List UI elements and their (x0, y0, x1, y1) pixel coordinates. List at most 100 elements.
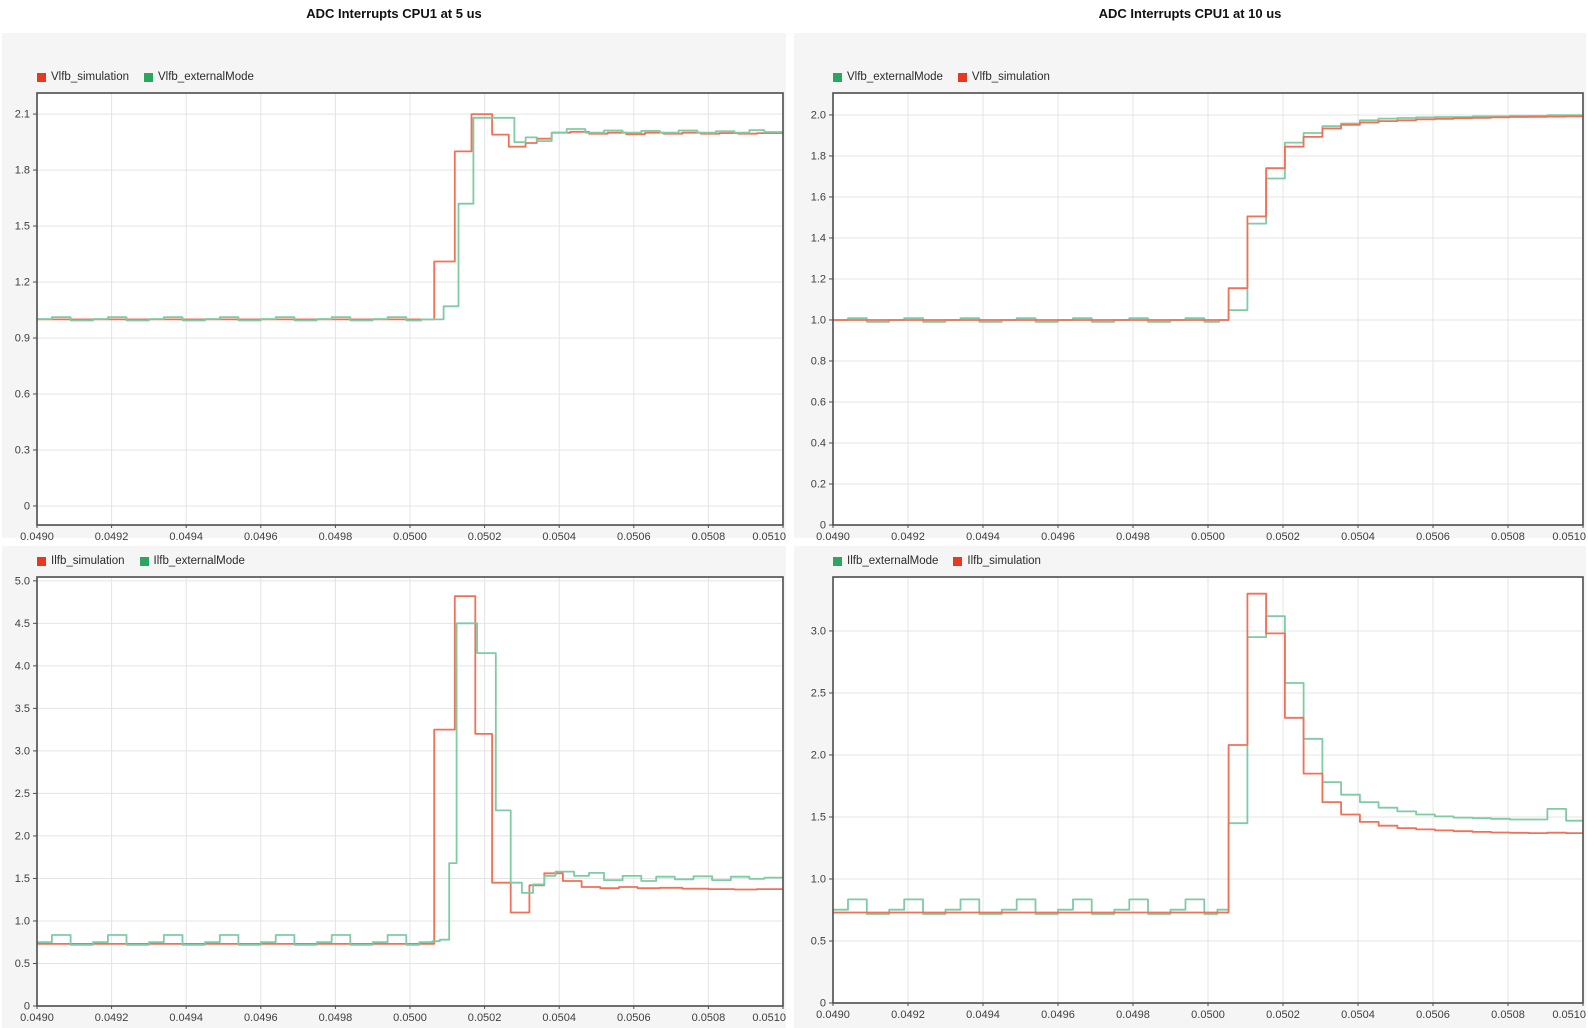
legend-entry: Vlfb_externalMode (143, 71, 254, 83)
y-tick-label: 5.0 (15, 575, 30, 587)
x-tick-label: 0.0502 (468, 531, 502, 543)
plot-vlfb-10us[interactable]: 0.0490 0.0492 0.0494 0.0496 0.0498 0.0500 0.05… (811, 92, 1586, 543)
y-tick-label: 0 (820, 998, 826, 1010)
x-tick-label: 0.0504 (1341, 531, 1375, 543)
y-tick-label: 2.0 (811, 749, 826, 761)
x-tick-label: 0.0490 (20, 1012, 54, 1024)
y-tick-label: 0 (24, 1001, 30, 1013)
x-tick-label: 0.0500 (393, 531, 427, 543)
x-tick-label: 0.0506 (1416, 531, 1450, 543)
y-tick-label: 0.6 (15, 389, 30, 401)
series-label: Ilfb_simulation (967, 555, 1041, 567)
y-tick-label: 1.4 (811, 232, 826, 244)
plot-ilfb-10us[interactable]: 0.0490 0.0492 0.0494 0.0496 0.0498 0.0500 0.05… (811, 576, 1586, 1021)
axes-border (36, 92, 784, 526)
y-tick-label: 4.5 (15, 618, 30, 630)
y-tick-label: 1.6 (811, 191, 826, 203)
x-tick-label: 0.0504 (542, 531, 576, 543)
x-tick-label: 0.0500 (1191, 1009, 1225, 1021)
series-trace-Vlfb_simulation (833, 115, 1583, 321)
y-tick-label: 2.0 (811, 109, 826, 121)
x-tick-label: 0.0502 (1266, 1009, 1300, 1021)
y-tick-label: 4.0 (15, 660, 30, 672)
x-tick-label: 0.0502 (468, 1012, 502, 1024)
x-tick-label: 0.0504 (542, 1012, 576, 1024)
y-tick-label: 0 (24, 500, 30, 512)
x-tick-label: 0.0510 (1552, 1009, 1586, 1021)
series-label: Vlfb_externalMode (847, 71, 943, 83)
y-tick-label: 0.2 (811, 478, 826, 490)
axes-border (832, 576, 1584, 1004)
series-color-swatch (957, 72, 967, 82)
x-tick-label: 0.0490 (816, 531, 850, 543)
series-label: Ilfb_simulation (51, 555, 125, 567)
series-trace-Ilfb_externalMode (833, 615, 1583, 915)
series-color-swatch (833, 72, 842, 82)
y-tick-label: 0.5 (15, 958, 30, 970)
legend-vlfb-5us: Vlfb_simulation Vlfb_externalMode (37, 71, 254, 83)
x-tick-label: 0.0492 (891, 1009, 925, 1021)
x-tick-label: 0.0502 (1266, 531, 1300, 543)
x-tick-label: 0.0508 (1491, 1009, 1525, 1021)
y-tick-label: 1.5 (15, 221, 30, 233)
y-tick-label: 2.5 (811, 687, 826, 699)
x-tick-label: 0.0494 (966, 1009, 1000, 1021)
series-label: Vlfb_simulation (971, 71, 1050, 83)
chart-title-left: ADC Interrupts CPU1 at 5 us (306, 6, 482, 21)
series-trace-Ilfb_simulation (833, 592, 1583, 914)
x-tick-label: 0.0494 (169, 531, 203, 543)
axes-border (832, 92, 1584, 526)
x-tick-label: 0.0498 (319, 1012, 353, 1024)
series-color-swatch (143, 72, 153, 82)
legend-entry: Vlfb_simulation (957, 71, 1050, 83)
plot-vlfb-5us[interactable]: 0.0490 0.0492 0.0494 0.0496 0.0498 0.0500 0.05… (15, 92, 786, 543)
x-tick-label: 0.0506 (617, 531, 651, 543)
x-tick-label: 0.0492 (891, 531, 925, 543)
x-tick-label: 0.0490 (20, 531, 54, 543)
x-tick-label: 0.0498 (1116, 1009, 1150, 1021)
x-tick-label: 0.0510 (1552, 531, 1586, 543)
series-label: Ilfb_externalMode (153, 555, 245, 567)
x-tick-label: 0.0498 (1116, 531, 1150, 543)
x-tick-label: 0.0506 (617, 1012, 651, 1024)
legend-vlfb-10us: Vlfb_externalMode Vlfb_simulation (833, 71, 1050, 83)
x-tick-label: 0.0506 (1416, 1009, 1450, 1021)
x-tick-label: 0.0492 (95, 1012, 129, 1024)
x-tick-label: 0.0510 (752, 531, 786, 543)
y-tick-label: 1.5 (15, 873, 30, 885)
x-tick-label: 0.0498 (319, 531, 353, 543)
y-tick-label: 1.0 (811, 314, 826, 326)
y-tick-label: 1.2 (15, 277, 30, 289)
series-label: Vlfb_simulation (51, 71, 129, 83)
series-color-swatch (37, 72, 46, 82)
chart-title-right: ADC Interrupts CPU1 at 10 us (1098, 6, 1282, 21)
y-tick-label: 0.5 (811, 935, 826, 947)
y-tick-label: 0.9 (15, 333, 30, 345)
axes-border (36, 576, 784, 1007)
x-tick-label: 0.0508 (1491, 531, 1525, 543)
legend-ilfb-5us: Ilfb_simulation Ilfb_externalMode (37, 555, 245, 567)
y-tick-label: 0.8 (811, 355, 826, 367)
x-tick-label: 0.0508 (692, 531, 726, 543)
x-tick-label: 0.0500 (393, 1012, 427, 1024)
legend-entry: Ilfb_externalMode (833, 555, 938, 567)
y-tick-label: 0 (820, 520, 826, 532)
y-tick-label: 1.8 (15, 165, 30, 177)
series-color-swatch (139, 556, 149, 566)
x-tick-label: 0.0510 (752, 1012, 786, 1024)
x-tick-label: 0.0496 (1041, 1009, 1075, 1021)
y-tick-label: 0.6 (811, 396, 826, 408)
plot-ilfb-5us[interactable]: 0.0490 0.0492 0.0494 0.0496 0.0498 0.0500 0.05… (15, 575, 786, 1024)
x-tick-label: 0.0496 (244, 1012, 278, 1024)
x-tick-label: 0.0492 (95, 531, 129, 543)
y-tick-label: 3.0 (15, 745, 30, 757)
y-tick-label: 0.3 (15, 444, 30, 456)
x-tick-label: 0.0496 (244, 531, 278, 543)
series-color-swatch (833, 556, 842, 566)
y-tick-label: 1.5 (811, 811, 826, 823)
series-label: Ilfb_externalMode (847, 555, 939, 567)
y-tick-label: 2.1 (15, 109, 30, 121)
legend-entry: Vlfb_externalMode (833, 71, 943, 83)
